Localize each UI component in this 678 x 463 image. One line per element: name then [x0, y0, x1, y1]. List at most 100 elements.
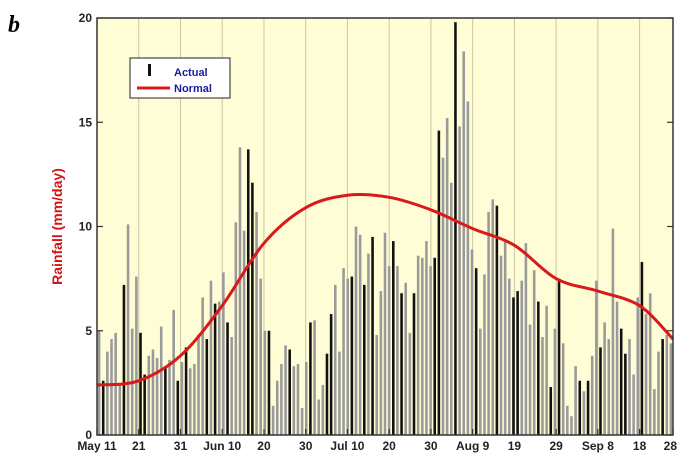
actual-bar: [387, 266, 391, 435]
panel-label: b: [8, 12, 20, 38]
actual-bar: [172, 309, 175, 435]
actual-bar: [238, 147, 242, 435]
actual-bar: [363, 284, 366, 435]
actual-bar: [101, 380, 105, 435]
actual-bar: [325, 353, 329, 435]
actual-bar: [217, 301, 221, 435]
actual-bar: [97, 330, 101, 435]
actual-bar: [636, 297, 640, 435]
actual-bar: [143, 374, 146, 435]
x-tick-label: 21: [132, 439, 146, 453]
actual-bar: [454, 22, 457, 435]
actual-bar: [619, 328, 623, 435]
actual-bar: [371, 236, 374, 435]
actual-bar: [383, 232, 387, 435]
x-tick-label: Sep 8: [582, 439, 614, 453]
actual-bar: [375, 334, 378, 435]
actual-bar: [400, 293, 403, 435]
actual-bar: [288, 349, 291, 435]
actual-bar: [275, 380, 279, 435]
actual-bar: [611, 228, 615, 435]
x-tick-label: 18: [633, 439, 647, 453]
actual-bar: [487, 211, 490, 435]
actual-bar: [657, 351, 660, 435]
actual-bar: [545, 305, 548, 435]
actual-bar: [429, 266, 432, 435]
actual-bar: [499, 255, 503, 435]
actual-bar: [653, 389, 656, 435]
actual-bar: [300, 407, 304, 435]
actual-bar: [333, 284, 337, 435]
actual-bar: [541, 337, 544, 435]
actual-bar: [582, 391, 586, 435]
actual-bar: [603, 322, 606, 435]
actual-bar: [416, 255, 420, 435]
actual-bar: [184, 347, 188, 435]
x-tick-label: Jul 10: [330, 439, 364, 453]
actual-bar: [151, 349, 155, 435]
actual-bar: [466, 101, 470, 436]
actual-bar: [396, 266, 399, 435]
actual-bar: [557, 278, 561, 436]
x-tick-label: 31: [174, 439, 188, 453]
actual-bar: [106, 351, 109, 435]
actual-bar: [661, 339, 664, 435]
actual-bar: [242, 230, 246, 435]
actual-bar: [284, 345, 287, 435]
y-axis-title: Rainfall (mm/day): [49, 168, 65, 285]
actual-bar: [188, 368, 192, 435]
y-tick-label: 20: [79, 11, 93, 25]
x-tick-label: 29: [549, 439, 563, 453]
actual-bar: [553, 328, 557, 435]
actual-bar: [292, 366, 296, 435]
actual-bar: [516, 291, 519, 435]
actual-bar: [135, 276, 138, 435]
legend-actual-swatch: [148, 64, 151, 76]
actual-bar: [483, 274, 486, 435]
actual-bar: [491, 199, 495, 435]
y-tick-label: 15: [79, 115, 93, 129]
y-tick-label: 10: [79, 220, 93, 234]
actual-bar: [110, 339, 113, 435]
actual-bar: [164, 366, 167, 435]
x-tick-label: Jun 10: [203, 439, 241, 453]
actual-bar: [267, 330, 271, 435]
actual-bar: [321, 384, 325, 435]
actual-bar: [644, 314, 648, 435]
actual-bar: [479, 328, 482, 435]
actual-bar: [255, 211, 258, 435]
actual-bar: [246, 149, 250, 436]
actual-bar: [342, 268, 345, 435]
actual-bar: [346, 278, 349, 436]
actual-bar: [159, 326, 163, 435]
axes: 0 5 10 15 20 May 11 21 31 Jun 10 20 30 Jul 10 20 30 Au…: [77, 11, 677, 453]
actual-bar: [176, 380, 180, 435]
actual-bar: [578, 380, 582, 435]
actual-bar: [234, 222, 238, 435]
actual-bar: [433, 257, 437, 435]
actual-bar: [329, 314, 333, 435]
y-tick-label: 0: [85, 428, 92, 442]
actual-bar: [615, 301, 619, 435]
x-tick-label: 28: [664, 439, 678, 453]
actual-bar: [607, 339, 611, 435]
actual-bar: [338, 351, 341, 435]
actual-bar: [126, 224, 130, 435]
actual-bar: [180, 362, 184, 435]
actual-bar: [628, 339, 631, 435]
actual-bar: [512, 297, 515, 435]
actual-bar: [508, 278, 511, 436]
actual-bar: [495, 205, 499, 435]
actual-bar: [462, 51, 466, 436]
actual-bar: [425, 241, 428, 435]
actual-bar: [230, 337, 233, 435]
actual-bar: [193, 364, 196, 435]
actual-bar: [599, 347, 602, 435]
legend: Actual Normal: [129, 57, 231, 99]
normal-line: [96, 192, 675, 387]
actual-bar: [155, 357, 159, 435]
actual-bar: [280, 364, 283, 435]
actual-bar: [441, 157, 445, 435]
actual-bar: [586, 380, 590, 435]
